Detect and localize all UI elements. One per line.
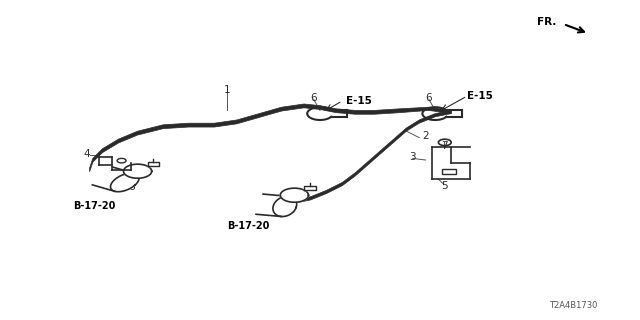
Polygon shape (148, 162, 159, 166)
Text: 7: 7 (442, 140, 448, 151)
Text: 3: 3 (410, 152, 416, 162)
Text: E-15: E-15 (346, 96, 371, 106)
Polygon shape (273, 196, 297, 217)
Polygon shape (90, 104, 451, 172)
Polygon shape (124, 164, 152, 178)
Polygon shape (280, 188, 308, 202)
Text: FR.: FR. (538, 17, 557, 28)
Text: 6: 6 (288, 204, 294, 215)
Text: B-17-20: B-17-20 (74, 201, 116, 212)
Text: 1: 1 (224, 84, 230, 95)
Text: 2: 2 (422, 131, 429, 141)
Text: 4: 4 (83, 148, 90, 159)
Text: T2A4B1730: T2A4B1730 (548, 301, 597, 310)
Text: B-17-20: B-17-20 (227, 220, 269, 231)
Polygon shape (305, 186, 316, 190)
Text: 6: 6 (128, 182, 134, 192)
Text: 6: 6 (426, 92, 432, 103)
Polygon shape (294, 110, 451, 203)
Text: 5: 5 (442, 180, 448, 191)
Text: E-15: E-15 (467, 91, 493, 101)
Text: 6: 6 (310, 92, 317, 103)
Bar (442, 169, 456, 174)
Polygon shape (111, 173, 139, 192)
